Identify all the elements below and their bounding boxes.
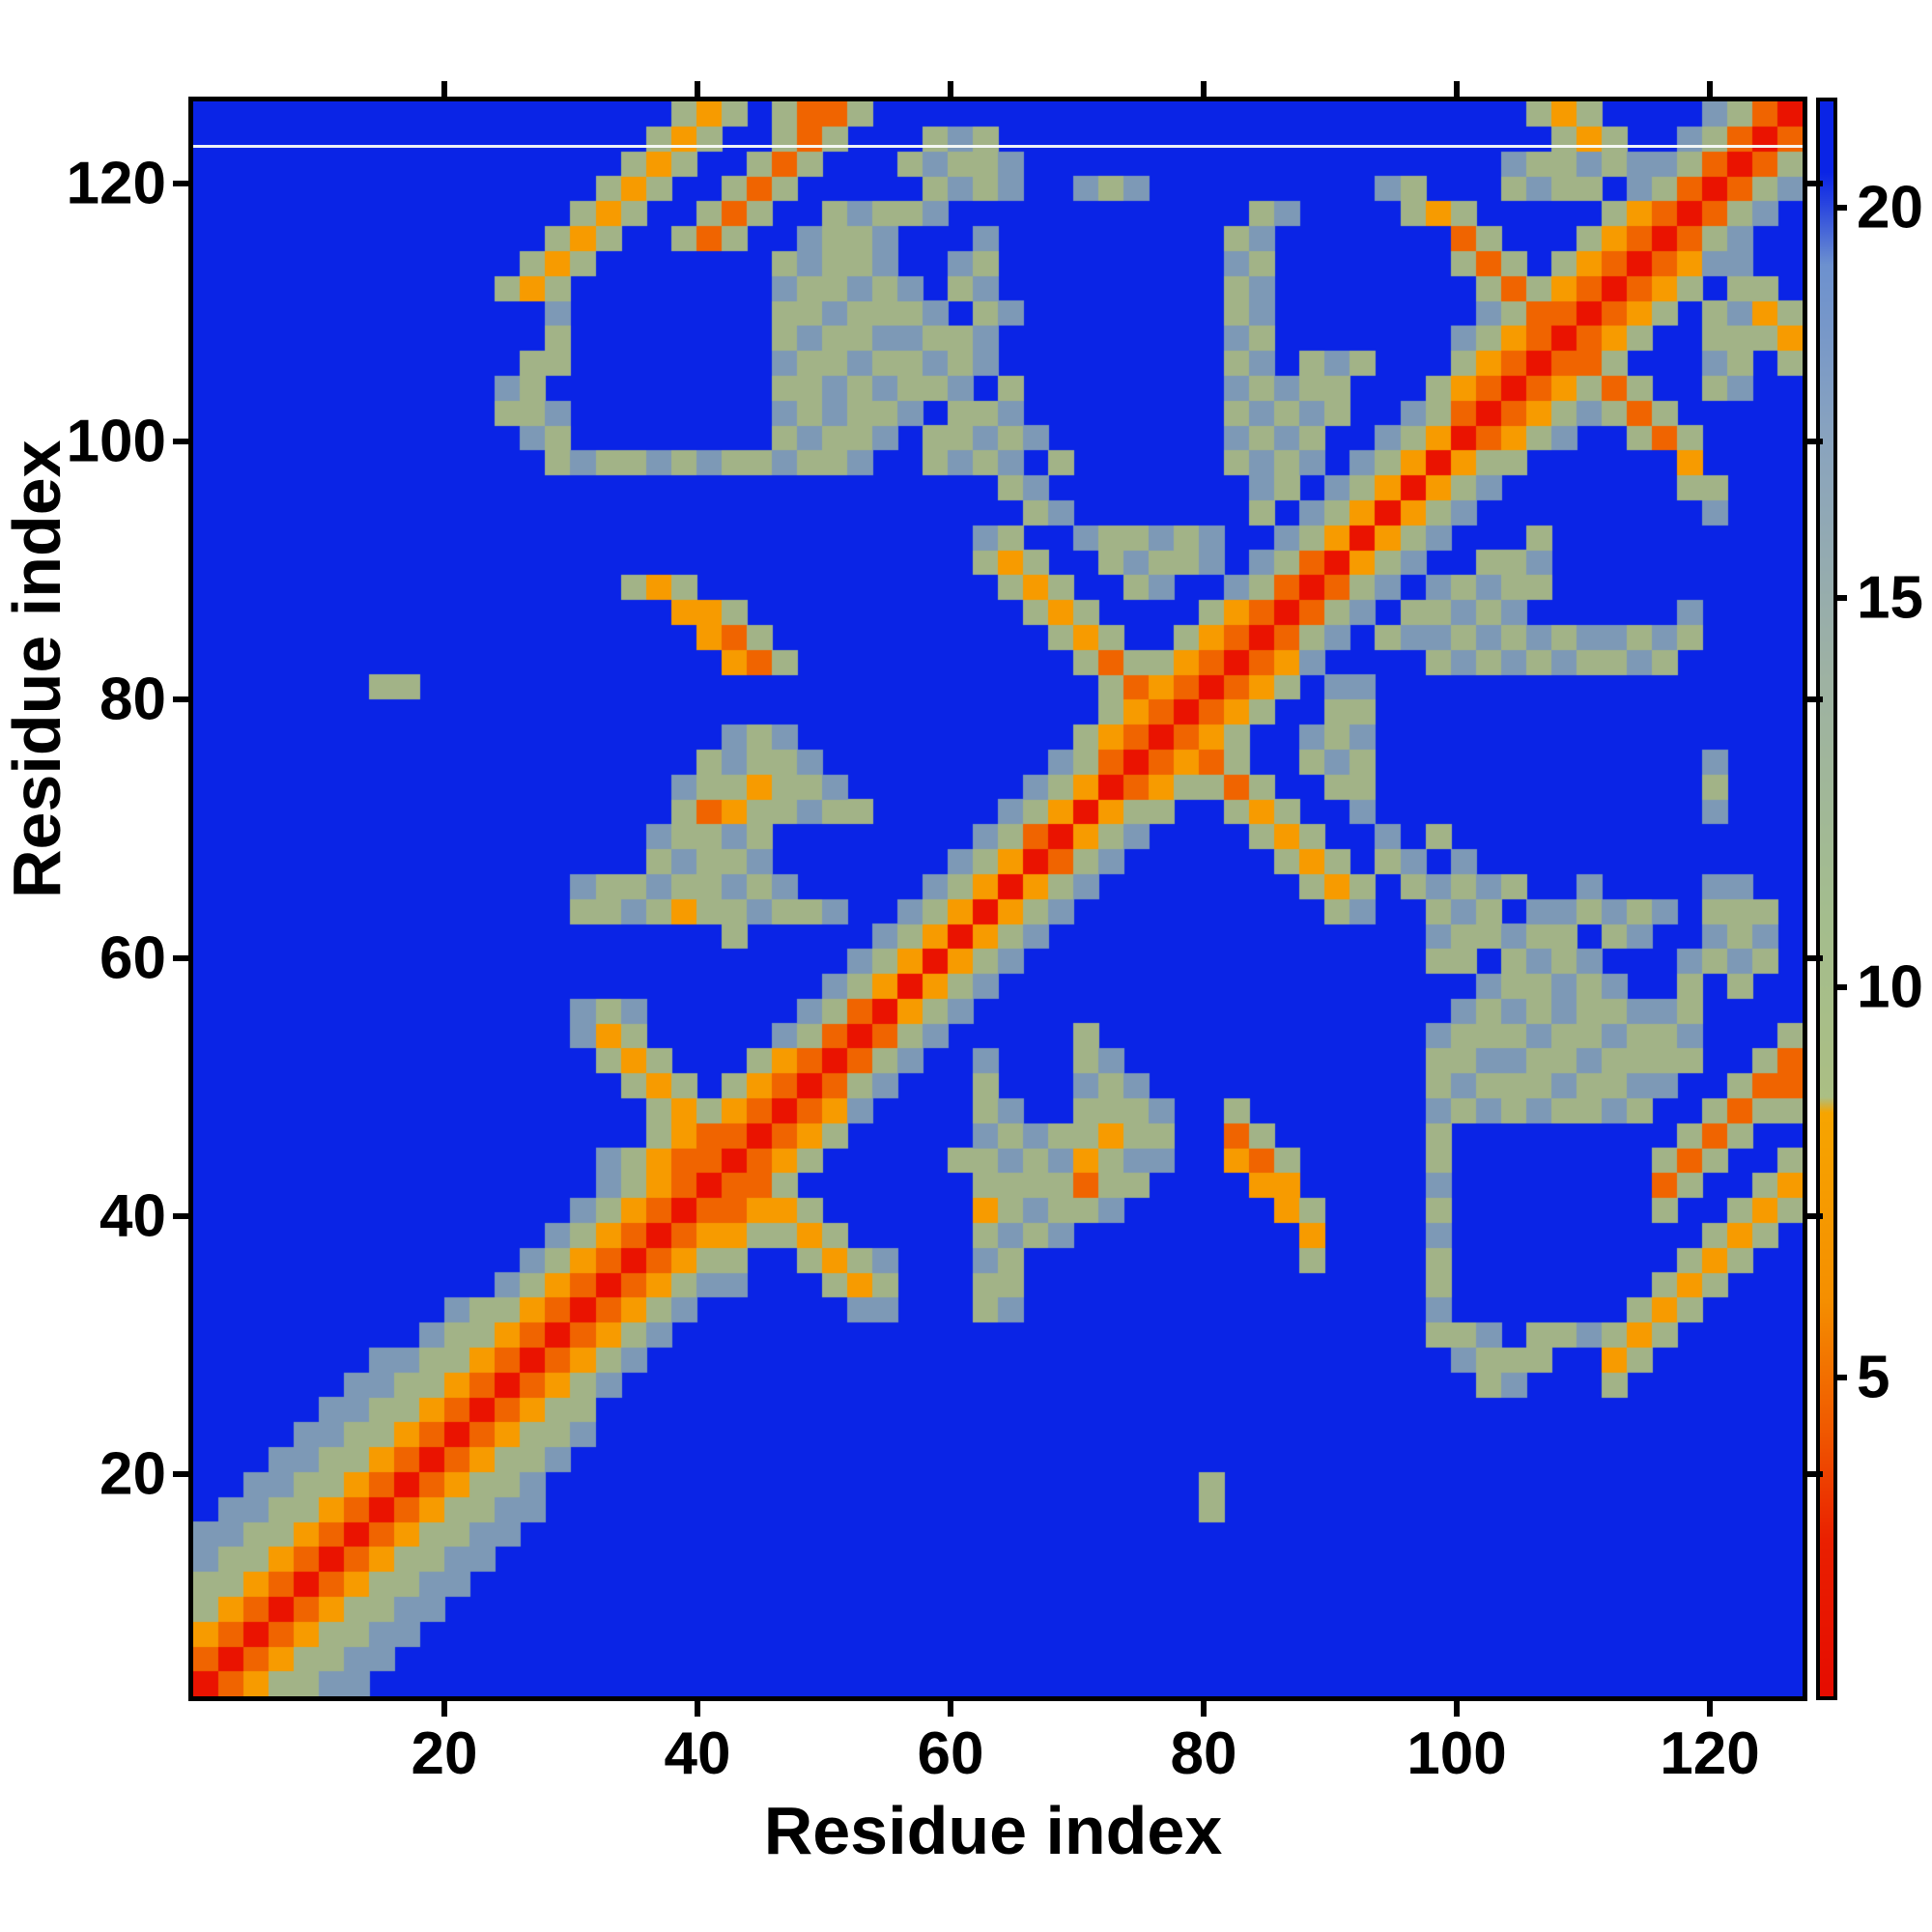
colorbar-tick [1833, 594, 1847, 601]
missing-residue-line [193, 144, 1803, 148]
x-tick-label: 80 [1170, 1720, 1237, 1787]
y-tick-label: 20 [99, 1440, 166, 1508]
y-tick-left [173, 954, 188, 961]
x-tick-top [1707, 81, 1713, 97]
y-axis-title: Residue index [0, 440, 74, 898]
y-tick-right [1807, 954, 1823, 961]
x-tick-label: 60 [917, 1720, 984, 1787]
y-tick-right [1807, 181, 1823, 186]
x-tick-label: 100 [1406, 1720, 1507, 1787]
heatmap-canvas [193, 101, 1803, 1696]
x-tick-bottom [1454, 1701, 1460, 1717]
colorbar-tick-label: 20 [1857, 174, 1923, 242]
y-tick-label: 60 [99, 924, 166, 992]
x-axis-title: Residue index [763, 1793, 1223, 1868]
y-tick-label: 100 [66, 408, 166, 475]
colorbar-tick-label: 15 [1857, 564, 1923, 631]
y-tick-label: 80 [99, 666, 166, 733]
colorbar-tick-label: 10 [1857, 953, 1923, 1021]
colorbar-gradient-canvas [1820, 101, 1833, 1696]
y-tick-left [173, 1212, 188, 1219]
y-tick-right [1807, 696, 1823, 703]
colorbar-tick [1833, 1374, 1847, 1380]
y-tick-right [1807, 1212, 1823, 1219]
x-tick-bottom [1707, 1701, 1713, 1717]
x-tick-label: 40 [664, 1720, 731, 1787]
colorbar [1816, 98, 1837, 1700]
x-tick-label: 20 [411, 1720, 478, 1787]
y-tick-left [173, 181, 188, 186]
y-tick-left [173, 696, 188, 703]
x-tick-label: 120 [1660, 1720, 1760, 1787]
x-tick-top [441, 81, 447, 97]
y-tick-left [173, 1471, 188, 1477]
y-tick-right [1807, 1471, 1823, 1477]
x-tick-top [1454, 81, 1460, 97]
y-tick-label: 120 [66, 150, 166, 217]
y-tick-label: 40 [99, 1182, 166, 1250]
colorbar-tick [1833, 205, 1847, 211]
x-tick-bottom [695, 1701, 700, 1717]
x-tick-bottom [1201, 1701, 1207, 1717]
y-tick-left [173, 439, 188, 445]
x-tick-top [1201, 81, 1207, 97]
heatmap-plot-area [188, 97, 1807, 1701]
colorbar-tick [1833, 984, 1847, 990]
x-tick-top [948, 81, 953, 97]
x-tick-top [695, 81, 700, 97]
y-tick-right [1807, 439, 1823, 445]
x-tick-bottom [948, 1701, 953, 1717]
colorbar-tick-label: 5 [1857, 1344, 1890, 1410]
x-tick-bottom [441, 1701, 447, 1717]
